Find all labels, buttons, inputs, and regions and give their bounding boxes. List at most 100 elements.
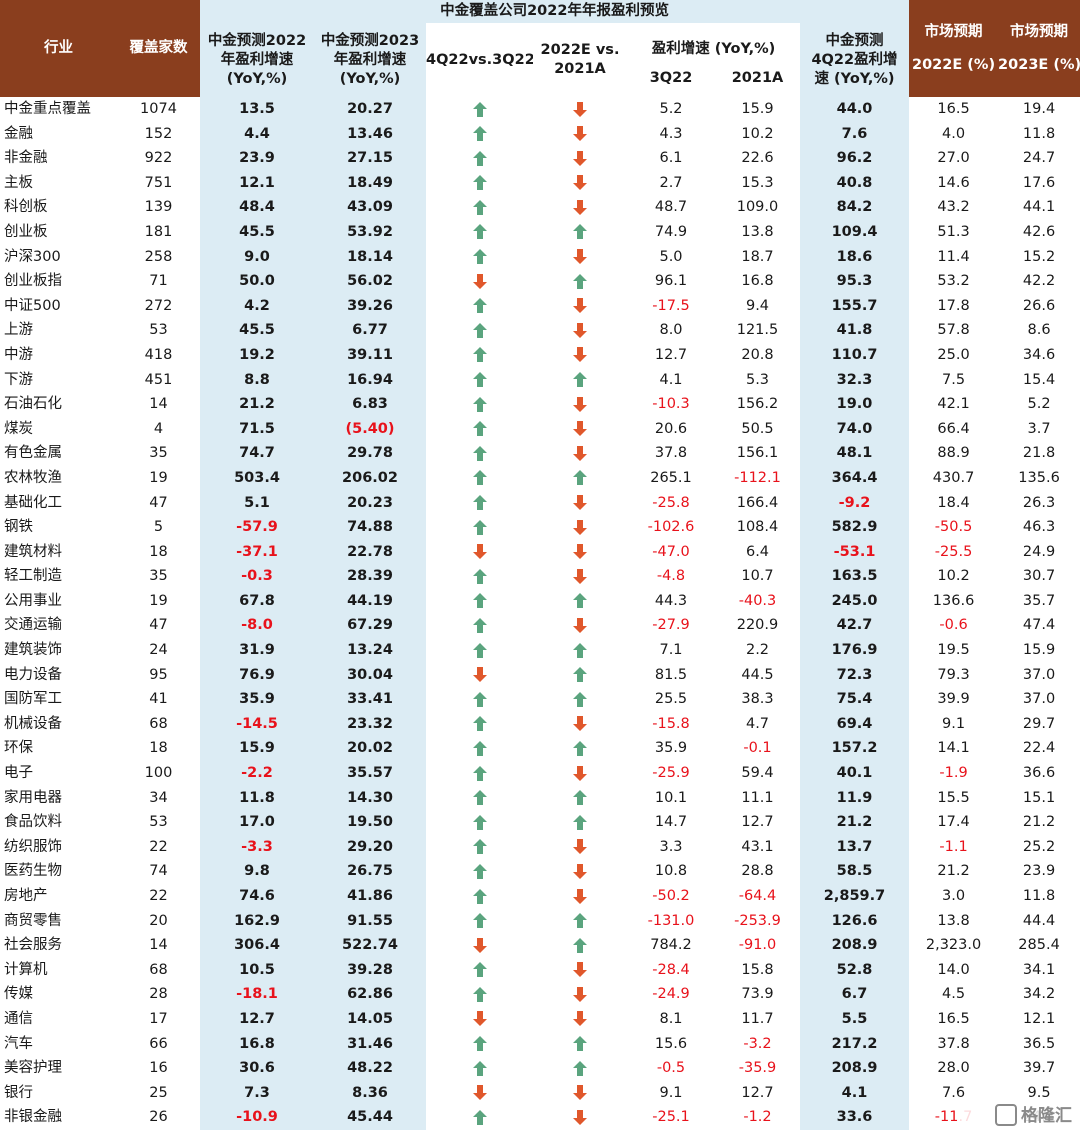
industry-name: 交通运输 xyxy=(4,617,62,634)
value-cell: 13.5 xyxy=(200,97,314,122)
value-cell: 6.4 xyxy=(745,543,770,560)
value-cell: 32.3 xyxy=(800,367,910,393)
arrow-up-icon xyxy=(573,273,587,289)
industry-name: 计算机 xyxy=(4,961,48,978)
value-cell: 21.2 xyxy=(937,863,970,880)
value-cell: 8.6 xyxy=(1027,322,1051,339)
value-cell: 51.3 xyxy=(937,223,970,240)
arrow-up-icon xyxy=(472,101,487,117)
arrow-up-icon xyxy=(573,937,587,953)
value-cell: 162.9 xyxy=(200,908,314,934)
value-cell: 13.7 xyxy=(800,834,910,860)
value-cell: 208.9 xyxy=(800,1056,910,1081)
value-cell: 28.8 xyxy=(741,863,774,880)
value-cell: -131.0 xyxy=(647,912,695,929)
arrow-down-icon xyxy=(573,101,587,117)
industry-name: 商贸零售 xyxy=(4,912,62,929)
value-cell: 44.1 xyxy=(1022,199,1056,216)
value-cell: 50.0 xyxy=(200,269,314,294)
industry-name: 建筑装饰 xyxy=(4,642,62,659)
arrow-up-icon xyxy=(472,691,487,707)
value-cell: 17.6 xyxy=(1022,174,1056,191)
arrow-up-icon xyxy=(472,888,487,904)
value-cell: 265.1 xyxy=(650,469,692,486)
trend-cell xyxy=(426,982,533,1007)
industry-name: 房地产 xyxy=(4,888,48,904)
value-cell: 522.74 xyxy=(314,933,426,958)
trend-cell xyxy=(426,835,533,860)
arrow-up-icon xyxy=(573,470,587,486)
trend-cell xyxy=(426,687,533,712)
value-cell: 26.3 xyxy=(1022,494,1056,511)
arrow-up-icon xyxy=(472,716,487,732)
arrow-up-icon xyxy=(472,298,487,314)
trend-cell xyxy=(533,687,627,712)
value-cell: -10.3 xyxy=(652,396,690,413)
value-cell: 15.6 xyxy=(654,1035,688,1052)
value-cell: 31.9 xyxy=(200,638,314,663)
industry-name: 家用电器 xyxy=(4,789,62,806)
value-cell: 28 xyxy=(149,986,168,1003)
trend-cell xyxy=(426,269,533,294)
value-cell: 163.5 xyxy=(800,564,910,589)
trend-cell xyxy=(426,294,533,319)
trend-cell xyxy=(533,736,627,761)
value-cell: 42.6 xyxy=(1022,223,1056,240)
trend-cell xyxy=(426,441,533,466)
value-cell: 72.3 xyxy=(800,662,910,688)
value-cell: 176.9 xyxy=(800,638,910,663)
table-row: 中游 418 19.2 39.11 12.7 20.8 110.7 25.0 34.6 xyxy=(0,342,1080,368)
trend-cell xyxy=(426,97,533,122)
value-cell: 43.09 xyxy=(314,195,426,220)
industry-name: 基础化工 xyxy=(4,494,62,511)
value-cell: -10.9 xyxy=(200,1105,314,1130)
arrow-down-icon xyxy=(472,1011,487,1027)
trend-cell xyxy=(533,589,627,614)
arrow-up-icon xyxy=(573,593,587,609)
value-cell: -253.9 xyxy=(734,912,781,929)
value-cell: 39.11 xyxy=(314,342,426,368)
table-row: 纺织服饰 22 -3.3 29.20 3.3 43.1 13.7 -1.1 25.2 xyxy=(0,834,1080,860)
value-cell: 8.0 xyxy=(659,322,683,339)
value-cell: 11.9 xyxy=(800,785,910,811)
value-cell: -0.1 xyxy=(743,740,772,757)
value-cell: 14 xyxy=(149,396,168,413)
value-cell: 35.9 xyxy=(200,687,314,712)
trend-cell xyxy=(426,909,533,934)
value-cell: 58.5 xyxy=(800,859,910,884)
value-cell: 4.2 xyxy=(200,293,314,319)
value-cell: 39.26 xyxy=(314,293,426,319)
arrow-down-icon xyxy=(573,1011,587,1027)
table-row: 公用事业 19 67.8 44.19 44.3 -40.3 245.0 136.6 35.7 xyxy=(0,588,1080,614)
industry-name: 沪深300 xyxy=(4,248,61,265)
table-row: 计算机 68 10.5 39.28 -28.4 15.8 52.8 14.0 34.1 xyxy=(0,957,1080,983)
arrow-down-icon xyxy=(573,962,587,978)
value-cell: 74.9 xyxy=(654,223,688,240)
industry-name: 美容护理 xyxy=(4,1060,62,1077)
industry-name: 金融 xyxy=(4,125,33,142)
industry-name: 非金融 xyxy=(4,150,48,167)
industry-name: 有色金属 xyxy=(4,445,62,462)
value-cell: 5.1 xyxy=(200,490,314,516)
value-cell: -0.3 xyxy=(200,564,314,589)
trend-cell xyxy=(426,540,533,565)
value-cell: 922 xyxy=(144,150,173,167)
arrow-up-icon xyxy=(472,863,487,879)
value-cell: 45.5 xyxy=(200,318,314,343)
trend-cell xyxy=(533,318,627,343)
value-cell: 1074 xyxy=(140,101,177,117)
value-cell: 96.1 xyxy=(654,273,688,290)
arrow-up-icon xyxy=(573,913,587,929)
value-cell: 95 xyxy=(149,666,168,683)
value-cell: 47 xyxy=(149,617,168,634)
industry-name: 钢铁 xyxy=(4,519,33,536)
value-cell: 14.0 xyxy=(937,961,970,978)
col-3q22: 3Q22 xyxy=(627,59,715,97)
arrow-down-icon xyxy=(573,765,587,781)
table-row: 下游 451 8.8 16.94 4.1 5.3 32.3 7.5 15.4 xyxy=(0,367,1080,393)
value-cell: 16.5 xyxy=(937,1010,970,1027)
arrow-up-icon xyxy=(472,765,487,781)
value-cell: 17 xyxy=(149,1010,168,1027)
trend-cell xyxy=(533,122,627,147)
